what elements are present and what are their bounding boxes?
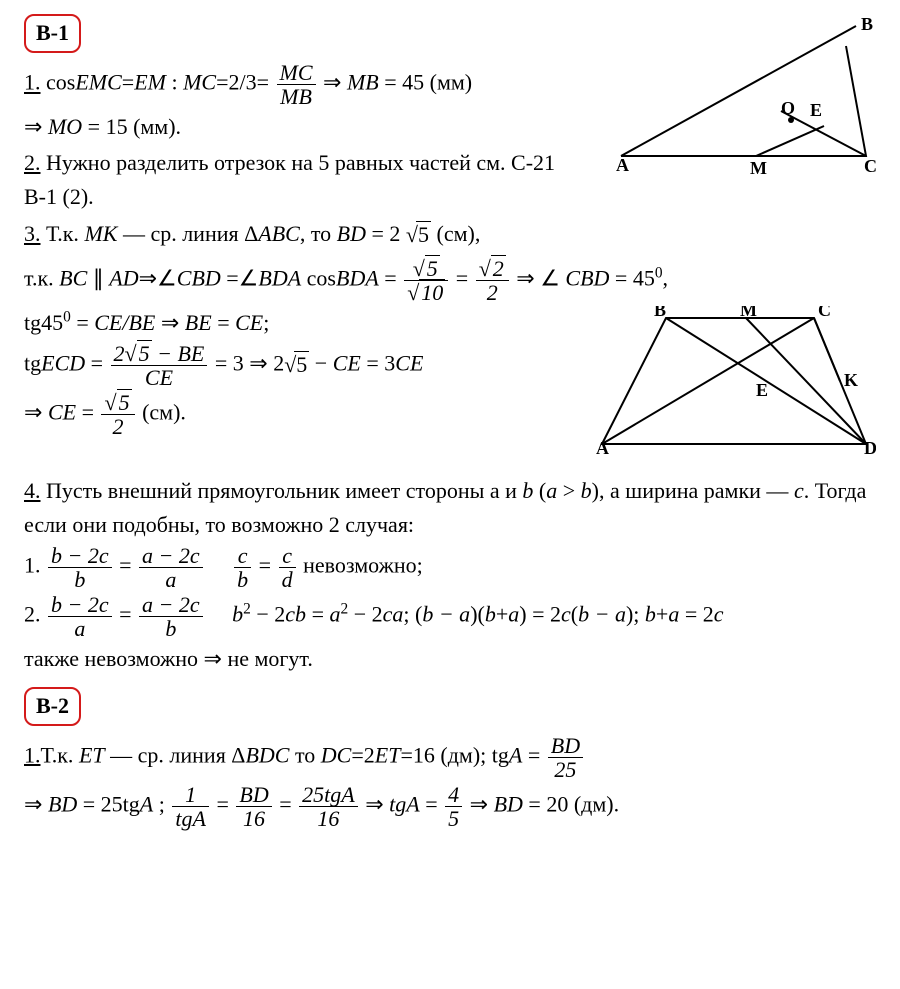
svg-text:C: C (818, 306, 831, 320)
v1-problem-4-case2: 2. b − 2ca = a − 2cb b2 − 2cb = a2 − 2ca… (24, 593, 876, 640)
variant-1-badge: В-1 (24, 14, 81, 53)
v2-problem-1a: 1.Т.к. ET — ср. линия ΔBDC то DC=2ET=16 … (24, 734, 876, 781)
v2-problem-1b: ⇒ BD = 25tgA ; 1tgA = BD16 = 25tgA16 ⇒ t… (24, 783, 876, 830)
v1-problem-4a: 4. Пусть внешний прямоугольник имеет сто… (24, 474, 876, 542)
svg-text:B: B (654, 306, 666, 320)
svg-text:K: K (844, 370, 858, 390)
svg-text:B: B (861, 16, 873, 34)
variant-2-badge: В-2 (24, 687, 81, 726)
svg-text:M: M (740, 306, 757, 320)
svg-text:E: E (756, 380, 768, 400)
figure-1: A B C M O E (616, 16, 876, 186)
v1-problem-4-concl: также невозможно ⇒ не могут. (24, 642, 876, 676)
svg-text:E: E (810, 100, 822, 120)
figure-2: A B C D M K E (596, 306, 876, 466)
svg-text:O: O (781, 98, 795, 118)
svg-text:A: A (596, 438, 609, 456)
svg-text:A: A (616, 155, 629, 175)
v1-problem-3a: 3. Т.к. MK — ср. линия ΔABC, то BD = 2 √… (24, 217, 876, 253)
v1-problem-4-case1: 1. b − 2cb = a − 2ca cb = cd невозможно; (24, 544, 876, 591)
math-document: В-1 A B C M O E 1. cosEMC=EM : MC=2/3= (0, 0, 900, 860)
svg-text:M: M (750, 158, 767, 176)
v1-problem-3b: т.к. BC ∥ AD⇒∠CBD =∠BDA cosBDA = √5√10 =… (24, 257, 876, 304)
v1-problem-2: 2. Нужно разделить отрезок на 5 равных ч… (24, 146, 584, 214)
svg-text:C: C (864, 156, 876, 176)
svg-text:D: D (864, 438, 876, 456)
